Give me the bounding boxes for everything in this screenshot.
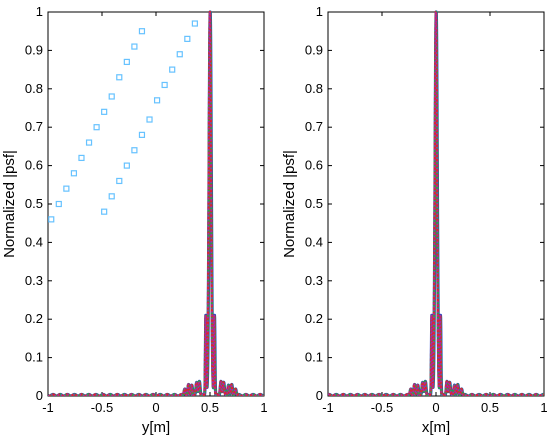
scatter-marker xyxy=(131,43,138,50)
scatter-marker xyxy=(48,216,55,223)
y-tick-label: 0.3 xyxy=(25,273,43,288)
x-axis-label: y[m] xyxy=(142,419,170,436)
scatter-marker xyxy=(116,177,123,185)
scatter-marker xyxy=(116,74,123,81)
y-tick-label: 0.6 xyxy=(305,158,323,173)
y-tick-label: 0.7 xyxy=(25,119,43,134)
right-psf-panel: 0 0.1 0.2 0.3 0.4 0.5 0.6 0.7 0.8 0.9 1 -1 -0.5 0 0.5 1… xyxy=(281,4,548,436)
scatter-marker xyxy=(138,28,146,35)
y-tick-label: 0 xyxy=(316,388,323,403)
y-tick-label: 0.3 xyxy=(305,273,323,288)
y-tick-label: 0.7 xyxy=(305,119,323,134)
scatter-marker xyxy=(146,116,153,123)
y-tick-label: 0.1 xyxy=(25,350,43,365)
y-tick-label: 1 xyxy=(36,4,43,19)
x-tick-label: 0.5 xyxy=(201,400,219,415)
scatter-marker xyxy=(161,81,168,89)
scatter-marker xyxy=(138,131,146,138)
psf-series-line xyxy=(48,10,264,396)
left-psf-panel: 0 0.1 0.2 0.3 0.4 0.5 0.6 0.7 0.8 0.9 1 -1 -0.5 0 0.5 1… xyxy=(1,4,268,436)
x-tick-label: 1 xyxy=(540,400,547,415)
scatter-marker xyxy=(191,20,198,27)
y-tick-label: 0.4 xyxy=(305,234,323,249)
scatter-marker xyxy=(93,124,100,131)
y-tick-label: 0.9 xyxy=(305,42,323,57)
scatter-marker xyxy=(70,170,78,177)
y-tick-label: 0.8 xyxy=(305,81,323,96)
psf-series-line xyxy=(328,10,544,396)
scatter-marker xyxy=(63,185,70,192)
x-tick-label: -0.5 xyxy=(91,400,113,415)
scatter-marker xyxy=(101,208,108,215)
y-tick-label: 0.2 xyxy=(305,311,323,326)
y-tick-label: 0.1 xyxy=(305,350,323,365)
y-tick-label: 0.9 xyxy=(25,42,43,57)
axes-box xyxy=(47,11,265,397)
x-tick-label: 0 xyxy=(152,400,159,415)
y-tick-label: 0.5 xyxy=(25,196,43,211)
y-tick-label: 0.8 xyxy=(25,81,43,96)
scatter-marker xyxy=(101,108,108,115)
y-tick-label: 0.6 xyxy=(25,158,43,173)
x-tick-label: 0.5 xyxy=(481,400,499,415)
psf-series-line xyxy=(48,10,264,396)
x-axis-label: x[m] xyxy=(422,419,450,436)
psf-series-line xyxy=(48,10,264,396)
scatter-marker xyxy=(123,58,130,66)
scatter-marker xyxy=(108,93,115,100)
scatter-marker xyxy=(184,35,191,42)
scatter-marker xyxy=(85,139,93,146)
x-tick-label: 0 xyxy=(432,400,439,415)
y-axis-label: Normalized |psf| xyxy=(281,150,298,258)
y-tick-label: 0.5 xyxy=(305,196,323,211)
y-tick-label: 0.4 xyxy=(25,234,43,249)
scatter-marker xyxy=(176,51,183,58)
x-tick-label: -0.5 xyxy=(371,400,393,415)
x-tick-label: -1 xyxy=(42,400,54,415)
scatter-marker xyxy=(169,66,176,73)
scatter-marker xyxy=(123,162,130,169)
psf-series-line xyxy=(328,11,544,396)
x-tick-label: 1 xyxy=(260,400,267,415)
y-tick-label: 0 xyxy=(36,388,43,403)
x-tick-label: -1 xyxy=(322,400,334,415)
scatter-marker xyxy=(131,147,138,154)
scatter-marker xyxy=(78,154,85,162)
y-tick-label: 0.2 xyxy=(25,311,43,326)
scatter-marker xyxy=(55,200,62,208)
psf-series-line xyxy=(48,11,264,396)
y-tick-label: 1 xyxy=(316,4,323,19)
scatter-marker xyxy=(153,97,161,104)
scatter-marker xyxy=(108,193,115,200)
y-axis-label: Normalized |psf| xyxy=(1,150,18,258)
